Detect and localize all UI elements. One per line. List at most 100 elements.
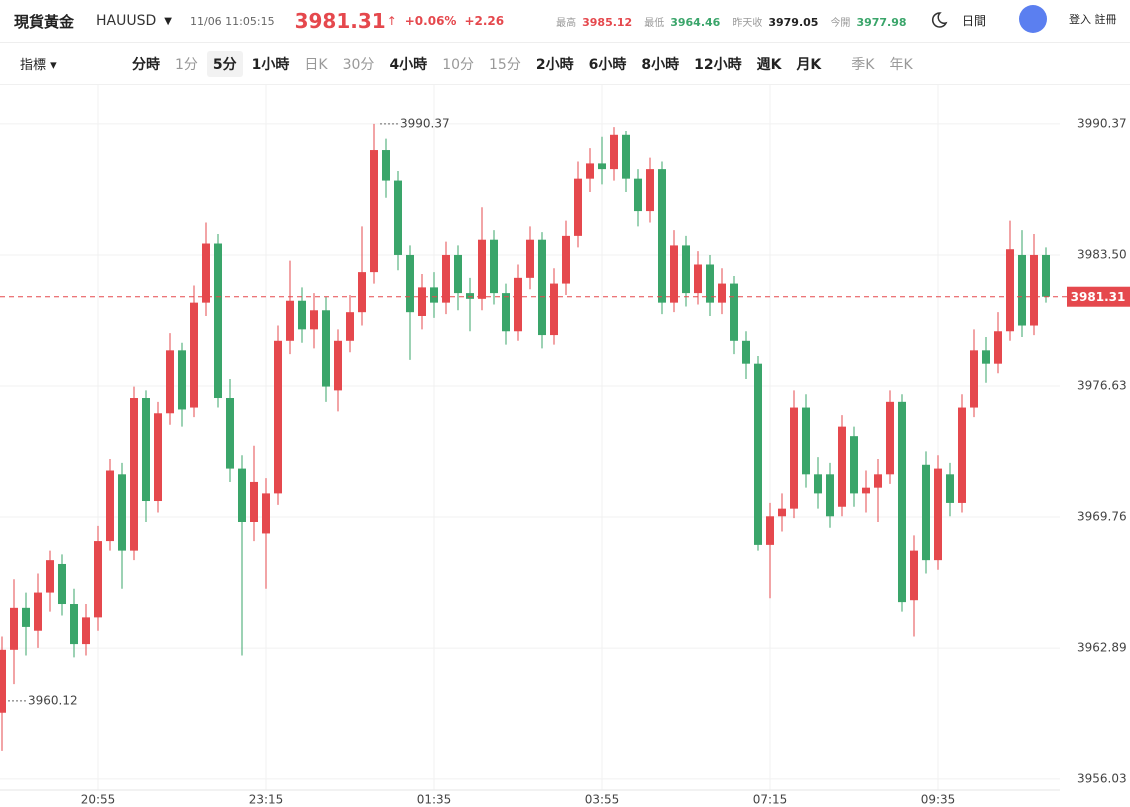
candle-body bbox=[178, 350, 186, 410]
stat-label: 最高 bbox=[556, 17, 577, 29]
candle-body bbox=[466, 293, 474, 299]
candle-body bbox=[70, 604, 78, 645]
dropdown-caret[interactable]: ▼ bbox=[164, 15, 172, 27]
candle-body bbox=[538, 239, 546, 336]
period-button[interactable]: 6小時 bbox=[588, 56, 627, 73]
candle-body bbox=[994, 331, 1002, 364]
annotation-label: 3960.12 bbox=[28, 693, 78, 707]
period-button[interactable]: 1小時 bbox=[251, 56, 290, 73]
up-arrow: ↑ bbox=[386, 14, 397, 28]
candle-body bbox=[574, 178, 582, 236]
candle-body bbox=[94, 541, 102, 618]
candle-body bbox=[502, 293, 510, 332]
candle-body bbox=[586, 163, 594, 179]
candle-body bbox=[550, 283, 558, 336]
x-tick-label: 07:15 bbox=[753, 793, 788, 807]
candle-body bbox=[382, 150, 390, 181]
period-button[interactable]: 12小時 bbox=[694, 56, 742, 73]
period-button[interactable]: 分時 bbox=[132, 56, 160, 73]
candle-body bbox=[478, 239, 486, 299]
candle-body bbox=[322, 310, 330, 387]
price: 3981.31 bbox=[294, 9, 386, 33]
y-tick-label: 3969.76 bbox=[1077, 510, 1127, 524]
candle-body bbox=[982, 350, 990, 364]
stat-label: 最低 bbox=[644, 17, 665, 29]
candle-body bbox=[298, 300, 306, 330]
stat: 今開 3977.98 bbox=[818, 14, 906, 29]
candle-body bbox=[10, 607, 18, 650]
y-tick-label: 3983.50 bbox=[1077, 247, 1127, 261]
candle-body bbox=[838, 426, 846, 507]
candle-body bbox=[34, 592, 42, 631]
stat-value: 3964.46 bbox=[670, 15, 721, 29]
candle-body bbox=[286, 300, 294, 341]
candle-body bbox=[1018, 254, 1026, 326]
candle-body bbox=[454, 254, 462, 294]
candle-body bbox=[778, 508, 786, 517]
candle-body bbox=[250, 481, 258, 523]
candle-body bbox=[214, 243, 222, 399]
candle-body bbox=[334, 340, 342, 391]
candle-body bbox=[970, 350, 978, 408]
symbol[interactable]: HAUUSD bbox=[96, 13, 157, 29]
stat-value: 3979.05 bbox=[768, 15, 819, 29]
candle-body bbox=[202, 243, 210, 303]
indicator-button[interactable]: 指標 ▾ bbox=[20, 58, 57, 73]
period-button[interactable]: 30分 bbox=[342, 56, 375, 73]
login[interactable]: 登入 註冊 bbox=[1069, 13, 1117, 26]
candle-body bbox=[346, 312, 354, 341]
period-button[interactable]: 月K bbox=[796, 56, 822, 73]
period-button[interactable]: 5分 bbox=[206, 50, 243, 77]
top-bar: 現貨黃金 HAUUSD ▼ 11/06 11:05:15 3981.31 ↑ +… bbox=[0, 0, 1130, 43]
candle-body bbox=[598, 163, 606, 170]
candle-body bbox=[430, 287, 438, 303]
stats: 最高 3985.12 最低 3964.46 昨天收 3979.05 今開 3977.98 bbox=[544, 14, 906, 29]
period-button[interactable]: 季K bbox=[851, 56, 875, 73]
period-button[interactable]: 週K bbox=[756, 56, 782, 73]
x-tick-label: 20:55 bbox=[81, 793, 116, 807]
candle-body bbox=[934, 468, 942, 561]
period-button[interactable]: 4小時 bbox=[389, 56, 428, 73]
candle-body bbox=[118, 474, 126, 551]
candle-body bbox=[442, 254, 450, 303]
candle-body bbox=[718, 283, 726, 303]
x-tick-label: 03:55 bbox=[585, 793, 620, 807]
period-button[interactable]: 1分 bbox=[175, 56, 198, 73]
candle-body bbox=[802, 407, 810, 475]
period-button[interactable]: 年K bbox=[889, 56, 913, 73]
stat: 昨天收 3979.05 bbox=[720, 14, 818, 29]
indicator[interactable]: 指標 bbox=[20, 58, 47, 73]
candle-body bbox=[682, 245, 690, 294]
candle-body bbox=[154, 413, 162, 502]
period-button[interactable]: 日K bbox=[304, 56, 328, 73]
theme-icon[interactable] bbox=[928, 10, 948, 30]
last-price-label: 3981.31 bbox=[1071, 290, 1126, 304]
candle-body bbox=[370, 150, 378, 273]
candle-body bbox=[646, 169, 654, 212]
period-button[interactable]: 8小時 bbox=[641, 56, 680, 73]
candle-body bbox=[826, 474, 834, 517]
stat-value: 3985.12 bbox=[582, 15, 633, 29]
period-button[interactable]: 15分 bbox=[489, 56, 521, 73]
period-button[interactable]: 10分 bbox=[442, 56, 475, 73]
candle-body bbox=[490, 239, 498, 294]
candle-body bbox=[670, 245, 678, 303]
period-button[interactable]: 2小時 bbox=[535, 56, 574, 73]
datetime: 11/06 11:05:15 bbox=[189, 14, 275, 28]
candle-body bbox=[358, 272, 366, 313]
stat-label: 昨天收 bbox=[732, 17, 763, 29]
mode[interactable]: 日間 bbox=[962, 14, 987, 28]
candle-body bbox=[226, 398, 234, 469]
avatar[interactable] bbox=[1019, 5, 1047, 33]
candle-body bbox=[310, 310, 318, 330]
candle-body bbox=[418, 287, 426, 316]
candle-body bbox=[0, 649, 6, 713]
candle-body bbox=[814, 474, 822, 494]
candle-body bbox=[130, 398, 138, 551]
candle-body bbox=[58, 563, 66, 605]
change: +2.26 bbox=[464, 14, 505, 28]
candle-body bbox=[742, 340, 750, 364]
candle-body bbox=[862, 487, 870, 494]
toolbar: 指標 ▾ 分時 1分 5分 1小時 日K 30分 4小時 10分 15分 2小時 6小時 8小時 12小… bbox=[0, 43, 1130, 85]
